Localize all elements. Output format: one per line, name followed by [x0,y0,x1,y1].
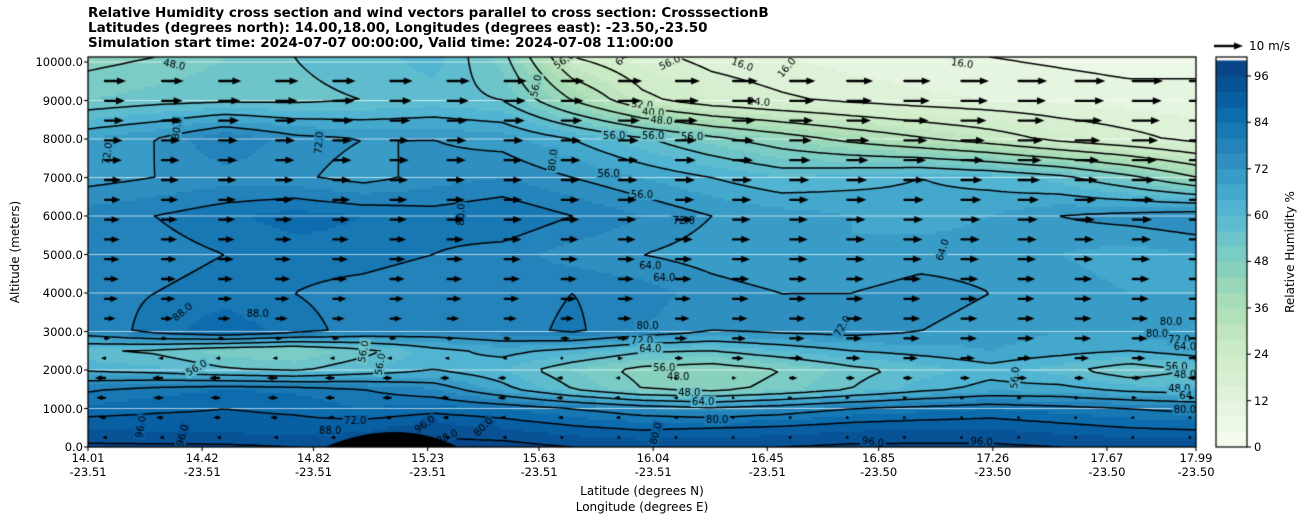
x-tick-label: 16.45 -23.51 [725,451,809,479]
x-tick-label: 16.04 -23.51 [611,451,695,479]
colorbar-tick-label: 72 [1254,161,1269,176]
x-axis-label-longitude: Longitude (degrees E) [575,500,709,514]
x-tick-longitude: -23.50 [1177,464,1215,479]
x-tick-label: 14.82 -23.51 [271,451,355,479]
x-tick-longitude: -23.50 [1088,464,1126,479]
x-tick-longitude: -23.51 [748,464,786,479]
x-tick-latitude: 16.85 [862,451,896,465]
y-tick-label: 7000.0 [42,170,83,185]
y-tick-label: 1000.0 [42,401,83,416]
x-tick-latitude: 14.82 [297,451,330,465]
x-tick-latitude: 14.42 [185,451,219,465]
colorbar-tick-label: 84 [1254,115,1269,130]
title-line-3: Simulation start time: 2024-07-07 00:00:… [88,35,674,51]
x-axis-label-latitude: Latitude (degrees N) [580,484,704,498]
x-tick-longitude: -23.51 [183,464,221,479]
y-tick-label: 0.0 [64,440,83,454]
colorbar-tick-label: 24 [1254,347,1269,362]
colorbar-tick-label: 0 [1254,440,1262,454]
x-tick-latitude: 15.23 [411,451,445,465]
x-tick-longitude: -23.51 [294,464,333,479]
x-tick-latitude: 17.67 [1090,451,1124,465]
x-tick-longitude: -23.51 [409,464,447,479]
x-tick-longitude: -23.51 [634,464,672,479]
x-tick-label: 17.99 -23.50 [1154,451,1238,479]
y-tick-label: 9000.0 [42,93,83,108]
x-tick-label: 17.26 -23.50 [951,451,1035,479]
x-tick-latitude: 17.99 [1179,451,1213,465]
x-tick-longitude: -23.50 [860,464,898,479]
x-tick-latitude: 14.01 [71,451,105,465]
x-tick-label: 16.85 -23.50 [837,451,921,479]
colorbar-tick-label: 60 [1254,208,1269,223]
x-tick-label: 17.67 -23.50 [1065,451,1149,479]
colorbar-tick-label: 48 [1254,254,1269,269]
x-tick-longitude: -23.50 [974,464,1012,479]
x-tick-longitude: -23.51 [69,464,107,479]
colorbar-tick-label: 36 [1254,300,1269,315]
y-tick-label: 10000.0 [35,55,83,69]
y-tick-label: 6000.0 [42,209,83,223]
colorbar-tick-label: 12 [1254,393,1269,408]
x-tick-latitude: 16.45 [750,451,784,465]
title-line-1: Relative Humidity cross section and wind… [88,5,769,21]
colorbar-tick-label: 96 [1254,68,1269,83]
x-tick-label: 14.01 -23.51 [46,451,130,479]
y-tick-label: 5000.0 [42,247,83,262]
quiver-key-label: 10 m/s [1249,39,1291,53]
x-tick-latitude: 17.26 [976,451,1010,465]
colorbar-label: Relative Humidity % [1283,191,1297,313]
y-tick-label: 2000.0 [42,363,83,377]
y-tick-label: 8000.0 [42,132,83,146]
y-tick-label: 4000.0 [42,286,83,300]
y-tick-label: 3000.0 [42,324,83,339]
x-tick-label: 15.23 -23.51 [386,451,470,479]
x-tick-latitude: 16.04 [636,451,670,465]
x-tick-latitude: 15.63 [522,451,556,465]
x-tick-label: 14.42 -23.51 [160,451,244,479]
x-tick-label: 15.63 -23.51 [497,451,581,479]
x-tick-longitude: -23.51 [520,464,558,479]
title-line-2: Latitudes (degrees north): 14.00,18.00, … [88,20,708,36]
